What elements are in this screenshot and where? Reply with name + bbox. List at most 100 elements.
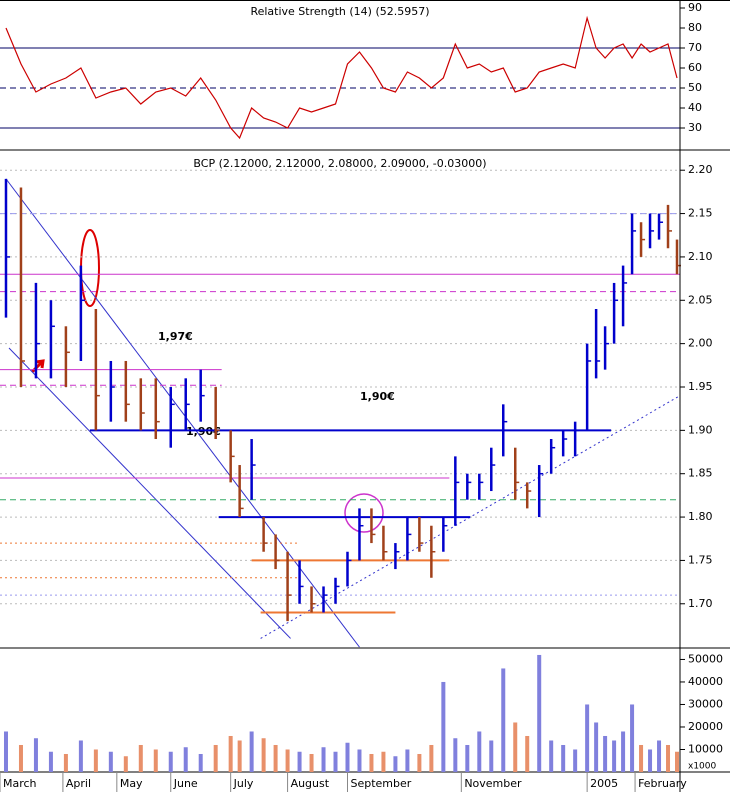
volume-bar xyxy=(603,735,608,772)
volume-bar xyxy=(198,753,203,772)
y-tick-label: 10000 xyxy=(688,742,723,755)
volume-bar xyxy=(465,744,470,772)
volume-bar xyxy=(621,731,626,772)
volume-bar xyxy=(648,749,653,772)
volume-bar xyxy=(666,744,671,772)
y-tick-label: 60 xyxy=(688,61,702,74)
y-tick-label: 1.80 xyxy=(688,510,713,523)
volume-bar xyxy=(549,740,554,772)
volume-bar xyxy=(612,740,617,772)
y-tick-label: 1.70 xyxy=(688,597,713,610)
volume-bar xyxy=(63,753,68,772)
volume-bar xyxy=(3,731,8,772)
x-tick-label: September xyxy=(350,777,411,790)
volume-bar xyxy=(78,740,83,772)
volume-bar xyxy=(537,654,542,772)
volume-bar xyxy=(321,747,326,772)
y-tick-label: 2.05 xyxy=(688,293,713,306)
volume-bar xyxy=(213,744,218,772)
y-tick-label: 30 xyxy=(688,121,702,134)
volume-bar xyxy=(93,749,98,772)
volume-bar xyxy=(489,740,494,772)
y-tick-label: 80 xyxy=(688,21,702,34)
y-tick-label: 90 xyxy=(688,1,702,14)
volume-bar xyxy=(273,744,278,772)
annotation: 1,97€ xyxy=(158,330,193,343)
volume-bar xyxy=(381,751,386,772)
y-tick-label: 40 xyxy=(688,101,702,114)
highlight-circle xyxy=(344,493,384,533)
volume-bar xyxy=(561,744,566,772)
volume-bar xyxy=(237,740,242,772)
rsi-title: Relative Strength (14) (52.5957) xyxy=(250,5,429,18)
y-tick-label: 1.75 xyxy=(688,553,713,566)
volume-bar xyxy=(573,749,578,772)
volume-bar xyxy=(675,751,680,772)
volume-bar xyxy=(594,722,599,772)
y-tick-label: 2.15 xyxy=(688,207,713,220)
x-tick-label: April xyxy=(66,777,91,790)
volume-bar xyxy=(585,704,590,772)
volume-bar xyxy=(183,747,188,772)
annotation: 1,90€ xyxy=(360,390,395,403)
volume-bar xyxy=(630,704,635,772)
volume-bar xyxy=(639,744,644,772)
y-tick-label: 2.20 xyxy=(688,163,713,176)
volume-bar xyxy=(309,753,314,772)
volume-bar xyxy=(369,753,374,772)
volume-bar xyxy=(333,751,338,772)
x-tick-label: July xyxy=(233,777,254,790)
y-tick-label: 1.85 xyxy=(688,467,713,480)
volume-bar xyxy=(525,735,530,772)
drawn-line xyxy=(8,347,291,639)
y-tick-label: 1.95 xyxy=(688,380,713,393)
volume-bar xyxy=(441,681,446,772)
x-tick-label: June xyxy=(173,777,198,790)
volume-bar xyxy=(18,744,23,772)
y-tick-label: 1.90 xyxy=(688,423,713,436)
volume-bar xyxy=(297,751,302,772)
volume-bar xyxy=(477,731,482,772)
volume-bar xyxy=(153,749,158,772)
volume-bar xyxy=(345,742,350,772)
volume-bar xyxy=(657,740,662,772)
rsi-line xyxy=(5,15,678,140)
y-tick-label: 2.00 xyxy=(688,337,713,350)
y-tick-label: 30000 xyxy=(688,697,723,710)
volume-bar xyxy=(48,751,53,772)
volume-bar xyxy=(513,722,518,772)
drawn-line xyxy=(260,395,681,639)
volume-bar xyxy=(405,749,410,772)
x-tick-label: February xyxy=(638,777,687,790)
volume-bar xyxy=(228,735,233,772)
volume-bar xyxy=(393,756,398,772)
x-tick-label: 2005 xyxy=(590,777,618,790)
volume-bar xyxy=(123,756,128,772)
x-tick-label: March xyxy=(3,777,37,790)
volume-bar xyxy=(285,749,290,772)
volume-bar xyxy=(417,753,422,772)
volume-bar xyxy=(168,751,173,772)
volume-bar xyxy=(261,738,266,772)
volume-bar xyxy=(138,744,143,772)
y-tick-label: 70 xyxy=(688,41,702,54)
y-tick-label: 40000 xyxy=(688,675,723,688)
unit-label: x1000 xyxy=(688,762,717,772)
price-title: BCP (2.12000, 2.12000, 2.08000, 2.09000,… xyxy=(193,157,486,170)
volume-bar xyxy=(501,668,506,772)
y-tick-label: 20000 xyxy=(688,720,723,733)
volume-bar xyxy=(108,751,113,772)
volume-bar xyxy=(249,731,254,772)
y-tick-label: 50000 xyxy=(688,652,723,665)
volume-bar xyxy=(357,749,362,772)
volume-bar xyxy=(453,738,458,772)
x-tick-label: August xyxy=(291,777,330,790)
volume-bar xyxy=(429,744,434,772)
y-tick-label: 50 xyxy=(688,81,702,94)
x-tick-label: November xyxy=(464,777,522,790)
y-tick-label: 2.10 xyxy=(688,250,713,263)
x-tick-label: May xyxy=(120,777,143,790)
